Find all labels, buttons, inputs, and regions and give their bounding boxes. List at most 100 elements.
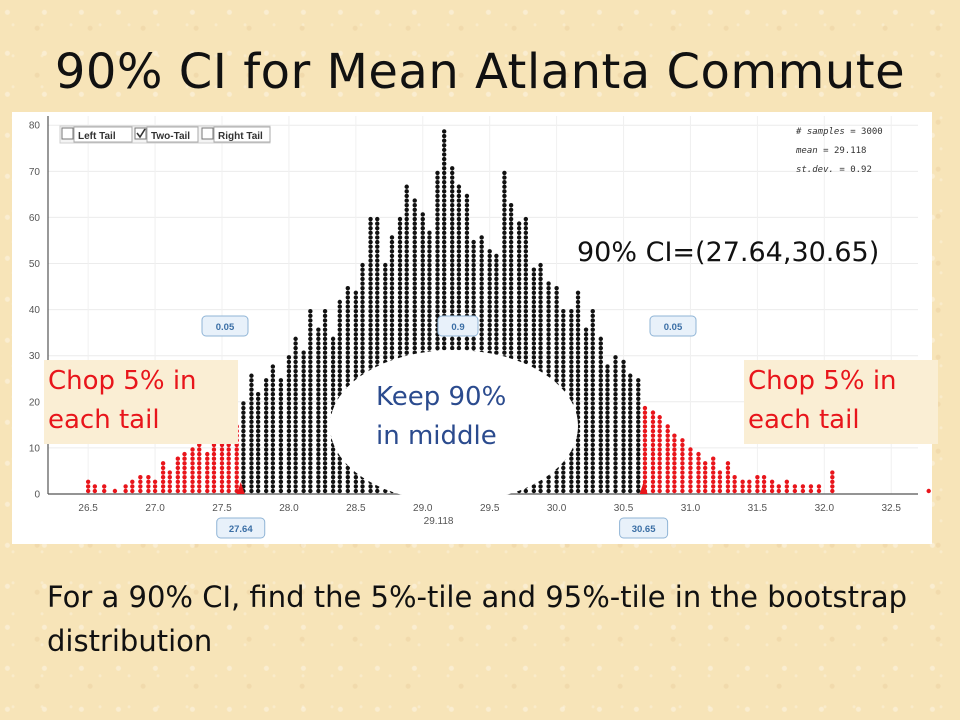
sample-dot — [293, 447, 298, 452]
two-tail-checkbox[interactable]: Two-Tail — [134, 126, 199, 143]
sample-dot — [441, 272, 447, 277]
sample-dot — [368, 322, 373, 328]
sample-dot — [456, 226, 462, 231]
sample-dot — [583, 470, 589, 475]
sample-dot — [583, 428, 589, 434]
upper-cutoff-badge[interactable]: 30.65 — [619, 517, 669, 539]
sample-dot — [487, 258, 492, 263]
sample-dot — [255, 465, 261, 471]
keep-middle-oval — [330, 350, 578, 502]
sample-dot — [657, 484, 662, 489]
sample-dot — [650, 465, 656, 471]
lower-cutoff-marker[interactable] — [236, 482, 245, 494]
sample-dot — [301, 456, 306, 461]
sample-dot — [464, 258, 470, 263]
sample-dot — [450, 304, 455, 309]
sample-dot — [420, 267, 425, 272]
sample-dot — [657, 438, 662, 443]
sample-dot — [420, 318, 425, 323]
sample-dot — [732, 484, 737, 489]
upper-cutoff-marker[interactable] — [639, 482, 648, 494]
right-tail-checkbox[interactable]: Right Tail — [201, 126, 271, 143]
sample-dot — [263, 419, 269, 425]
sample-dot — [628, 387, 633, 392]
sample-dot — [628, 378, 633, 383]
sample-dot — [308, 387, 313, 392]
sample-dot — [487, 267, 492, 272]
sample-dot — [502, 350, 507, 355]
sample-dot — [146, 474, 151, 480]
sample-dot — [621, 433, 626, 438]
sample-dot — [420, 309, 425, 314]
sample-dot — [538, 299, 543, 305]
sample-dot — [337, 304, 342, 309]
right-proportion-badge[interactable]: 0.05 — [649, 315, 697, 337]
sample-dot — [479, 309, 484, 314]
sample-dot — [598, 428, 603, 434]
middle-proportion-badge[interactable]: 0.9 — [437, 315, 479, 337]
sample-dot — [190, 447, 195, 452]
sample-dot — [590, 447, 595, 452]
sample-dot — [211, 465, 217, 471]
sample-dot — [383, 345, 388, 351]
sample-dot — [688, 461, 693, 466]
sample-dot — [308, 465, 313, 471]
sample-dot — [249, 479, 254, 484]
sample-dot — [711, 470, 716, 475]
sample-dot — [561, 336, 566, 342]
sample-dot — [353, 355, 359, 360]
sample-dot — [263, 382, 269, 388]
sample-dot — [569, 309, 574, 314]
left-tail-checkbox[interactable]: Left Tail — [61, 126, 133, 143]
dot-column — [278, 378, 284, 494]
left-proportion-badge[interactable]: 0.05 — [201, 315, 249, 337]
sample-dot — [487, 318, 492, 323]
sample-dot — [360, 285, 365, 291]
middle-proportion-value: 0.9 — [451, 322, 464, 333]
sample-dot — [397, 309, 403, 314]
sample-dot — [345, 479, 351, 484]
sample-dot — [516, 295, 522, 300]
sample-dot — [575, 488, 581, 494]
sample-dot — [345, 373, 351, 378]
sample-dot — [538, 267, 543, 272]
sample-dot — [605, 419, 610, 425]
sample-dot — [598, 474, 603, 480]
sample-dot — [502, 212, 507, 217]
sample-dot — [301, 461, 306, 466]
sample-dot — [182, 451, 187, 457]
sample-dot — [427, 309, 432, 314]
dot-column — [249, 373, 254, 494]
sample-dot — [316, 461, 321, 466]
sample-dot — [502, 318, 507, 323]
sample-dot — [441, 345, 447, 351]
sample-dot — [583, 484, 589, 489]
sample-dot — [353, 484, 359, 489]
lower-cutoff-badge[interactable]: 27.64 — [216, 517, 266, 539]
sample-dot — [621, 442, 626, 448]
sample-dot — [270, 378, 276, 383]
sample-dot — [450, 207, 455, 213]
sample-dot — [293, 345, 298, 351]
sample-dot — [420, 212, 425, 217]
sample-dot — [322, 387, 328, 392]
sample-dot — [561, 327, 566, 332]
sample-dot — [249, 415, 254, 420]
sample-dot — [628, 419, 633, 425]
sample-dot — [330, 382, 336, 388]
sample-dot — [456, 281, 462, 286]
sample-dot — [456, 258, 462, 263]
sample-dot — [717, 470, 723, 475]
sample-dot — [368, 488, 373, 494]
sample-dot — [241, 465, 246, 471]
sample-dot — [464, 235, 470, 240]
sample-dot — [308, 405, 313, 411]
sample-dot — [397, 281, 403, 286]
sample-dot — [605, 405, 610, 411]
sample-dot — [613, 405, 618, 411]
sample-dot — [368, 313, 373, 319]
sample-dot — [531, 272, 537, 277]
sample-dot — [278, 410, 284, 415]
sample-dot — [427, 285, 432, 291]
sample-dot — [575, 438, 581, 443]
